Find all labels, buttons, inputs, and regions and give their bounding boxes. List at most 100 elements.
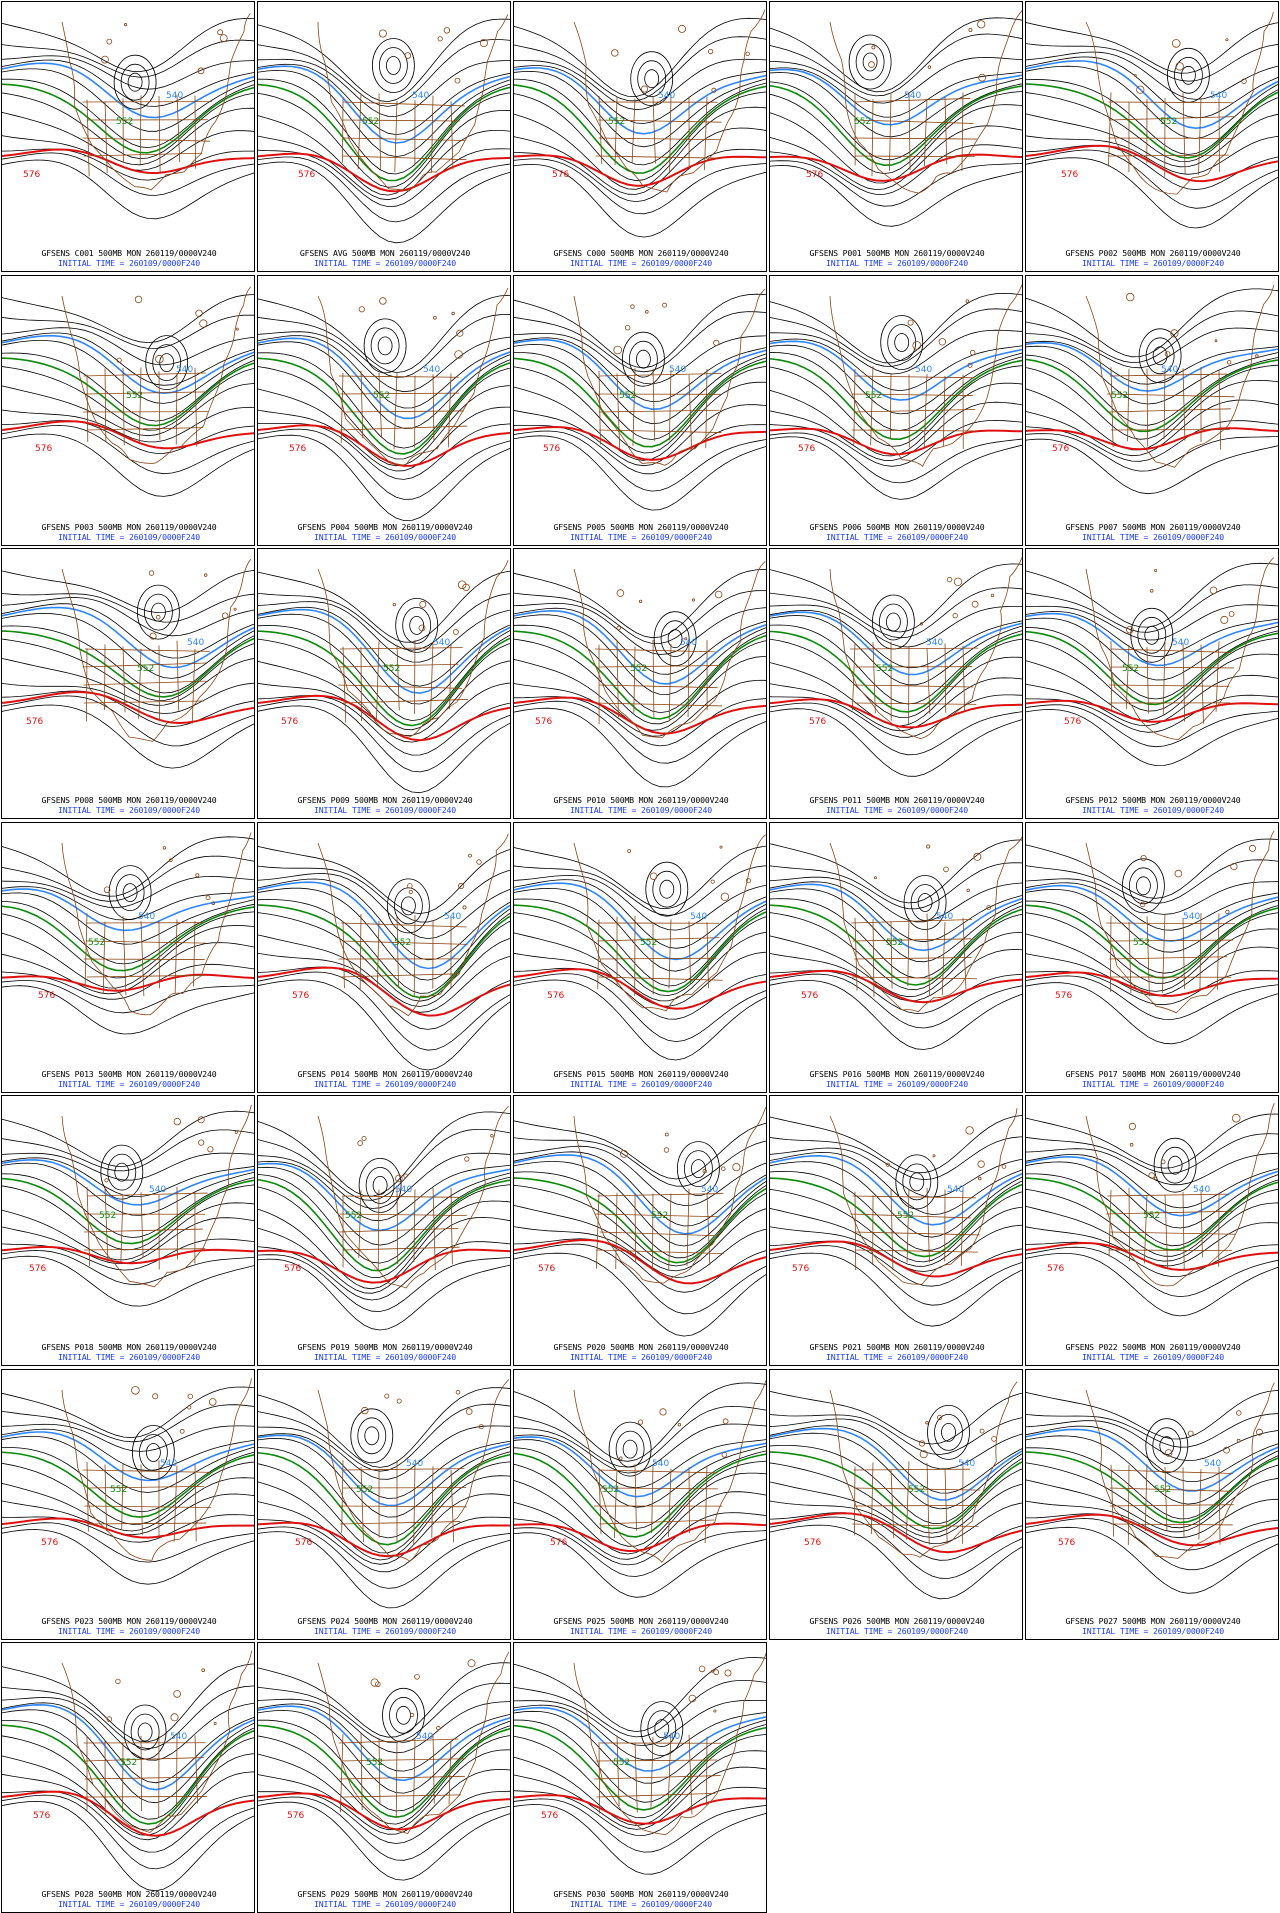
contour-label-552: 552: [126, 391, 143, 401]
contour-552: [514, 357, 766, 448]
height-contour: [1026, 1447, 1278, 1520]
contour-540: [1026, 60, 1278, 130]
height-contour: [514, 1657, 766, 1733]
height-contour: [770, 1425, 1022, 1494]
height-contour: [514, 91, 766, 182]
contour-576: [770, 698, 1022, 729]
contour-label-540: 540: [680, 638, 697, 648]
height-contour: [258, 130, 510, 201]
map-outline: [317, 1651, 510, 1834]
height-contour: [514, 707, 766, 788]
contour-label-552: 552: [345, 1211, 362, 1221]
height-contour: [2, 901, 254, 965]
height-contour: [770, 1136, 1022, 1181]
contour-label-576: 576: [1058, 1538, 1075, 1548]
contour-552: [514, 1452, 766, 1538]
height-contour-map: 540 552 576: [258, 14, 510, 244]
ensemble-panel-p006: 540 552 576 GFSENS P006 500MB MON 260119/00…: [769, 275, 1023, 546]
height-contour: [514, 337, 766, 403]
height-contour: [770, 876, 1022, 923]
contour-label-540: 540: [149, 1185, 166, 1195]
map-outline: [829, 1108, 1018, 1285]
height-contour: [514, 1447, 766, 1530]
panel-title: GFSENS P006 500MB MON 260119/0000V240: [809, 522, 985, 532]
height-contour: [258, 1768, 510, 1835]
contour-576: [258, 1248, 510, 1284]
height-contour: [2, 1447, 254, 1513]
map-outline: [61, 558, 252, 742]
height-contour: [770, 708, 1022, 777]
height-contour: [2, 1129, 254, 1172]
contour-label-540: 540: [406, 1459, 423, 1469]
height-contour: [258, 865, 510, 923]
height-contour: [258, 1719, 510, 1812]
contour-label-576: 576: [1061, 170, 1078, 180]
height-contour: [1026, 438, 1278, 495]
contour-576: [770, 969, 1022, 1004]
closed-low-contour: [676, 1141, 720, 1196]
height-contour: [1026, 56, 1278, 119]
contour-label-552: 552: [373, 391, 390, 401]
closed-low-contour: [1167, 1155, 1183, 1175]
height-contour: [514, 979, 766, 1061]
height-contour: [258, 934, 510, 1007]
height-contour: [514, 912, 766, 997]
height-contour: [770, 624, 1022, 705]
contour-label-576: 576: [1052, 444, 1069, 454]
closed-low-contour: [855, 43, 885, 81]
height-contour: [258, 385, 510, 467]
contour-540: [2, 1431, 254, 1482]
height-contour: [1026, 1241, 1278, 1278]
panel-initial-time: INITIAL TIME = 260109/0000F240: [570, 532, 712, 542]
closed-low-contour: [130, 1713, 160, 1751]
height-contour: [514, 1171, 766, 1259]
height-contour: [514, 1405, 766, 1468]
closed-low-contour: [895, 1154, 939, 1210]
ensemble-panel-p011: 540 552 576 GFSENS P011 500MB MON 260119/00…: [769, 548, 1023, 819]
height-contour: [770, 1500, 1022, 1545]
contour-540: [514, 1154, 766, 1235]
height-contour: [1026, 1478, 1278, 1533]
closed-low-contour: [357, 1417, 387, 1455]
panel-title: GFSENS P021 500MB MON 260119/0000V240: [809, 1342, 985, 1352]
height-contour-map: 540 552 576: [770, 1108, 1022, 1327]
height-contour: [770, 329, 1022, 375]
height-contour: [514, 607, 766, 675]
panel-initial-time: INITIAL TIME = 260109/0000F240: [826, 805, 968, 815]
contour-label-540: 540: [669, 365, 686, 375]
height-contour: [2, 107, 254, 166]
contour-label-552: 552: [120, 1758, 137, 1768]
height-contour: [258, 1241, 510, 1301]
contour-label-576: 576: [552, 170, 569, 180]
height-contour: [2, 1514, 254, 1543]
height-contour: [2, 855, 254, 902]
height-contour-map: 540 552 576: [514, 1106, 766, 1337]
height-contour-map: 540 552 576: [2, 558, 254, 769]
height-contour: [258, 1461, 510, 1554]
closed-low-contour: [371, 38, 415, 93]
panel-initial-time: INITIAL TIME = 260109/0000F240: [58, 1352, 200, 1362]
closed-low-contour: [934, 1414, 963, 1451]
height-contour: [2, 420, 254, 454]
height-contour-map: 540 552 576: [2, 286, 254, 497]
height-contour: [770, 615, 1022, 686]
height-contour: [514, 1184, 766, 1267]
contour-label-576: 576: [792, 1264, 809, 1274]
height-contour: [1026, 157, 1278, 229]
contour-540: [514, 610, 766, 685]
closed-low-contour: [879, 603, 908, 641]
panel-initial-time: INITIAL TIME = 260109/0000F240: [570, 805, 712, 815]
height-contour: [770, 1252, 1022, 1327]
contour-576: [258, 1521, 510, 1558]
contour-label-552: 552: [394, 938, 411, 948]
panel-initial-time: INITIAL TIME = 260109/0000F240: [58, 805, 200, 815]
height-contour: [514, 696, 766, 747]
height-contour: [258, 69, 510, 158]
height-contour: [258, 1682, 510, 1743]
height-contour: [514, 158, 766, 215]
height-contour: [258, 971, 510, 1051]
height-contour-map: 540 552 576: [514, 1380, 766, 1598]
contour-576: [514, 425, 766, 461]
panel-initial-time: INITIAL TIME = 260109/0000F240: [1082, 805, 1224, 815]
ensemble-panel-p017: 540 552 576 GFSENS P017 500MB MON 260119/00…: [1025, 822, 1279, 1093]
